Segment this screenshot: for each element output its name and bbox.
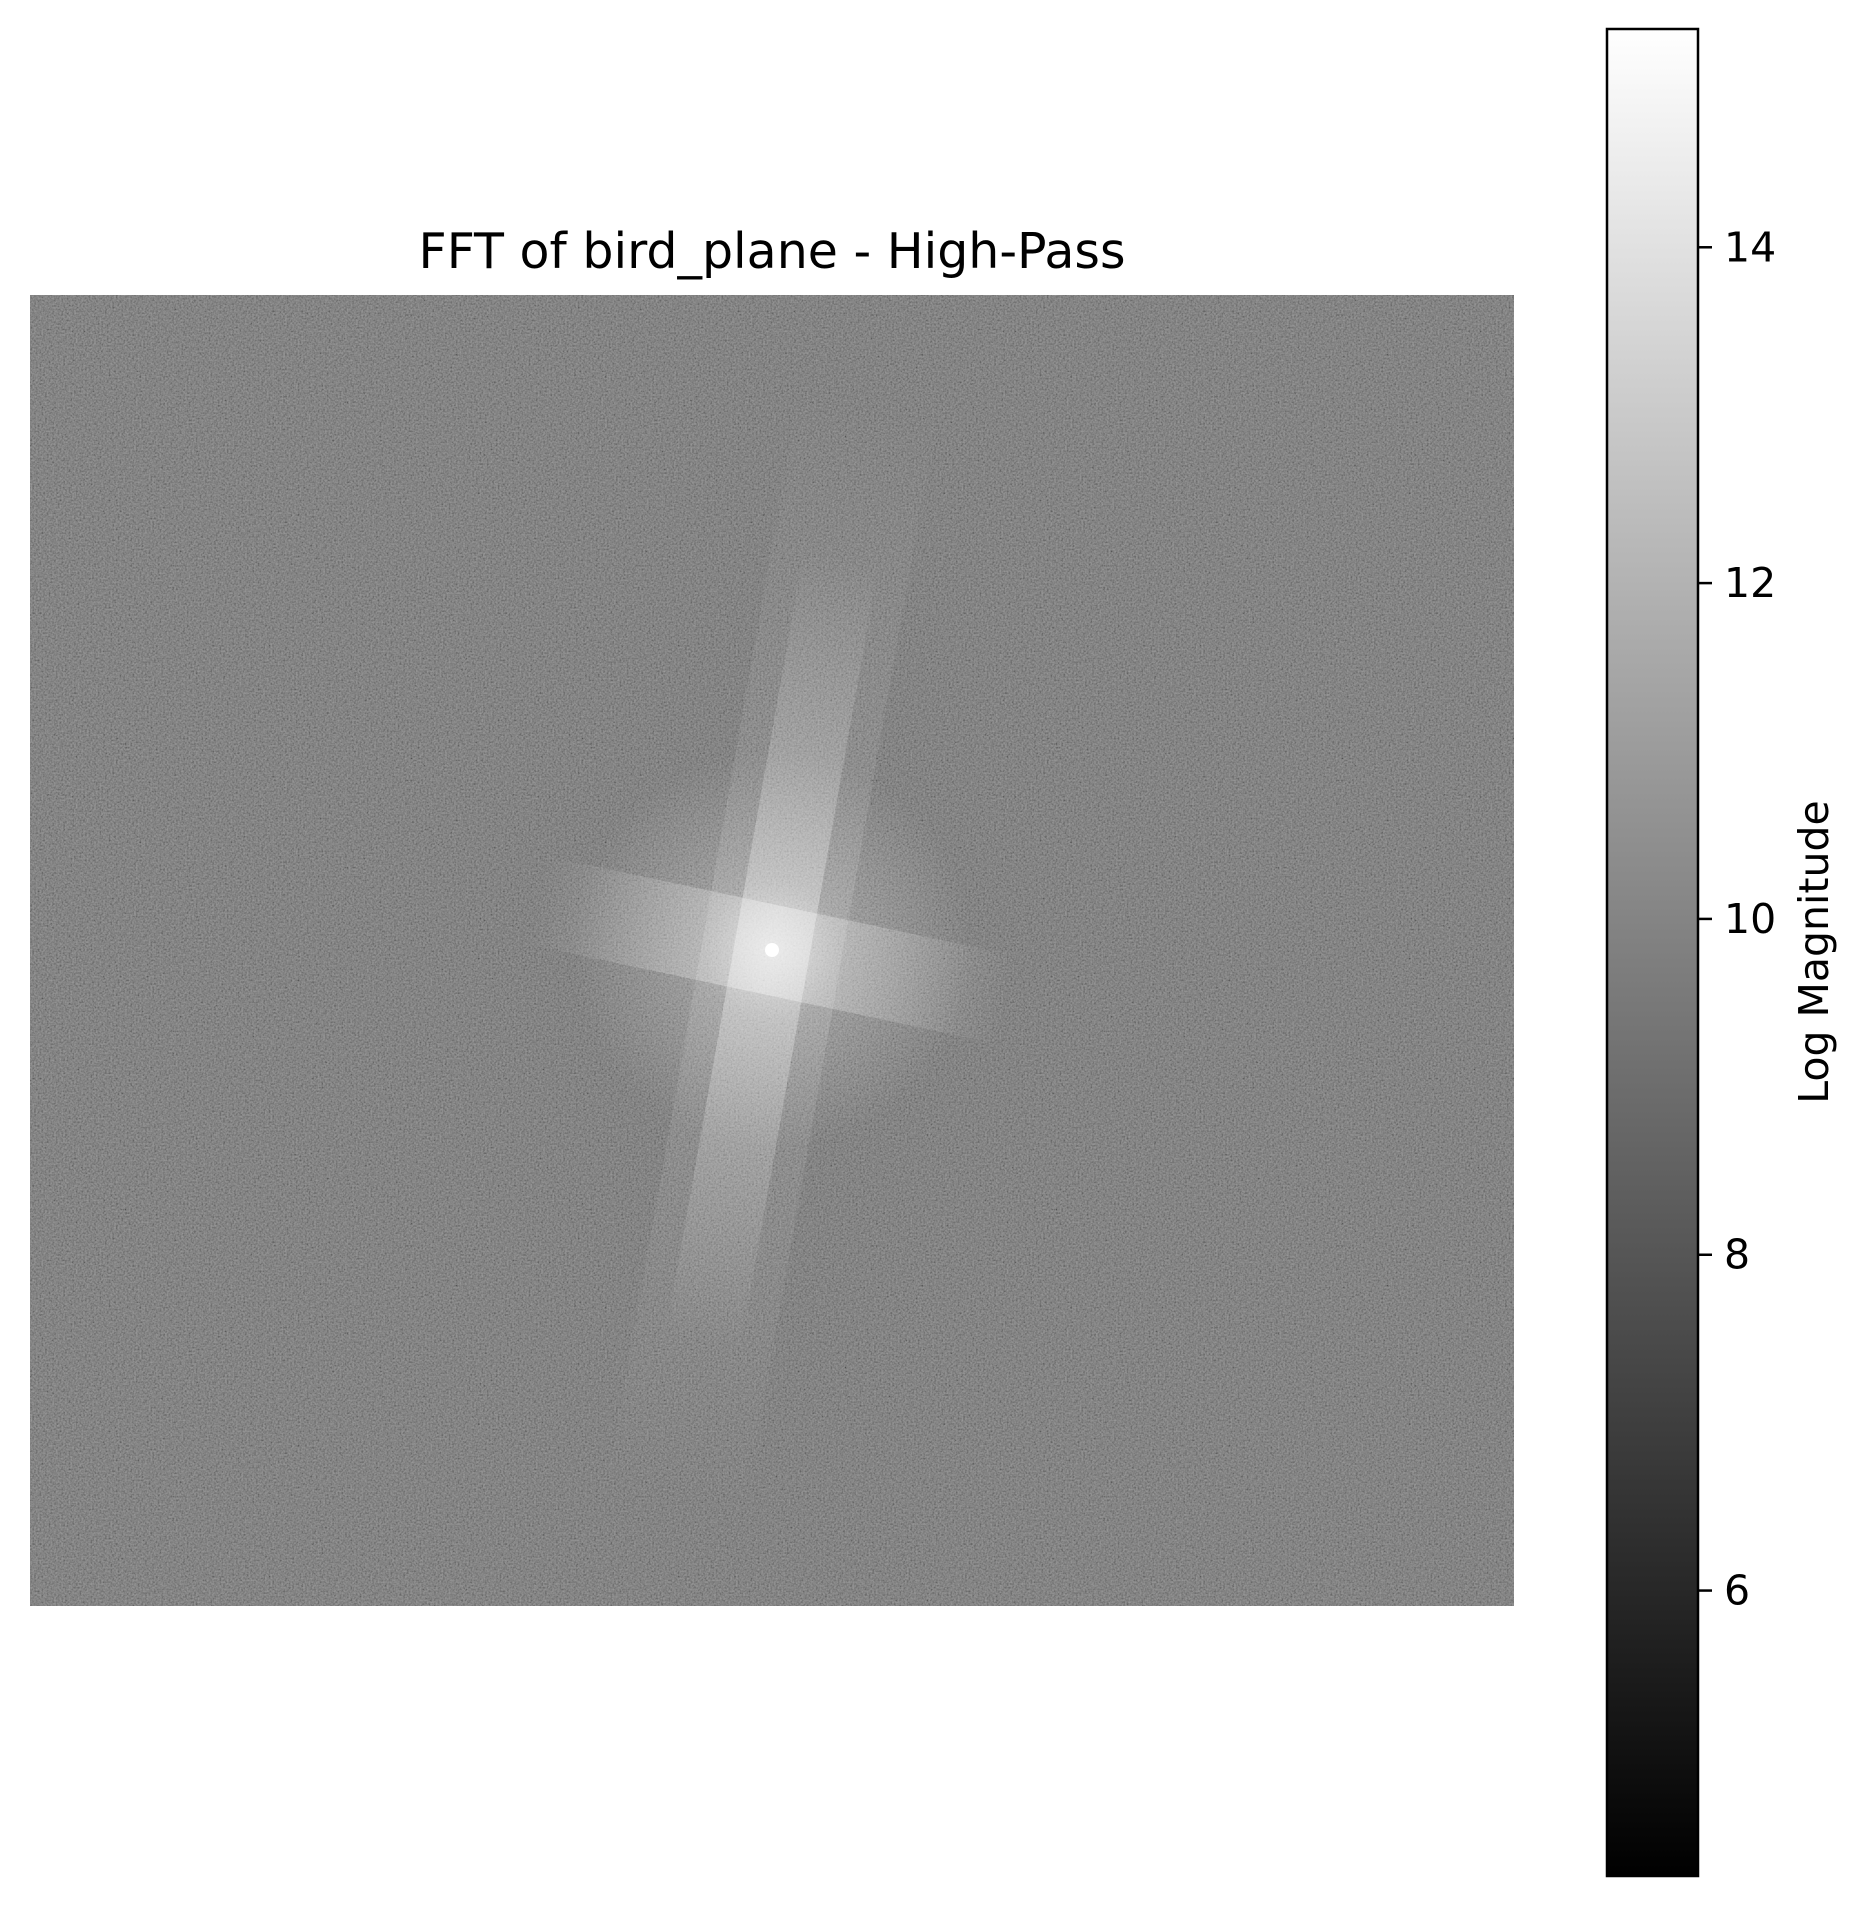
colorbar-tick-label: 8 <box>1724 1231 1750 1279</box>
fft-spectrum-image <box>30 295 1514 1606</box>
colorbar-gradient <box>1607 29 1698 1876</box>
colorbar-label: Log Magnitude <box>1790 800 1838 1103</box>
chart-title: FFT of bird_plane - High-Pass <box>419 223 1126 280</box>
colorbar-tick-label: 14 <box>1724 223 1776 271</box>
colorbar-ticks: 6 8 10 12 14 <box>1698 223 1776 1615</box>
colorbar-tick-label: 6 <box>1724 1567 1750 1615</box>
colorbar: 6 8 10 12 14 Log Magnitude <box>1605 27 1838 1878</box>
spectrum-dc-peak <box>765 943 779 957</box>
colorbar-tick-label: 10 <box>1724 895 1776 943</box>
colorbar-tick-label: 12 <box>1724 559 1776 607</box>
colorbar-frame <box>1605 27 1700 1878</box>
